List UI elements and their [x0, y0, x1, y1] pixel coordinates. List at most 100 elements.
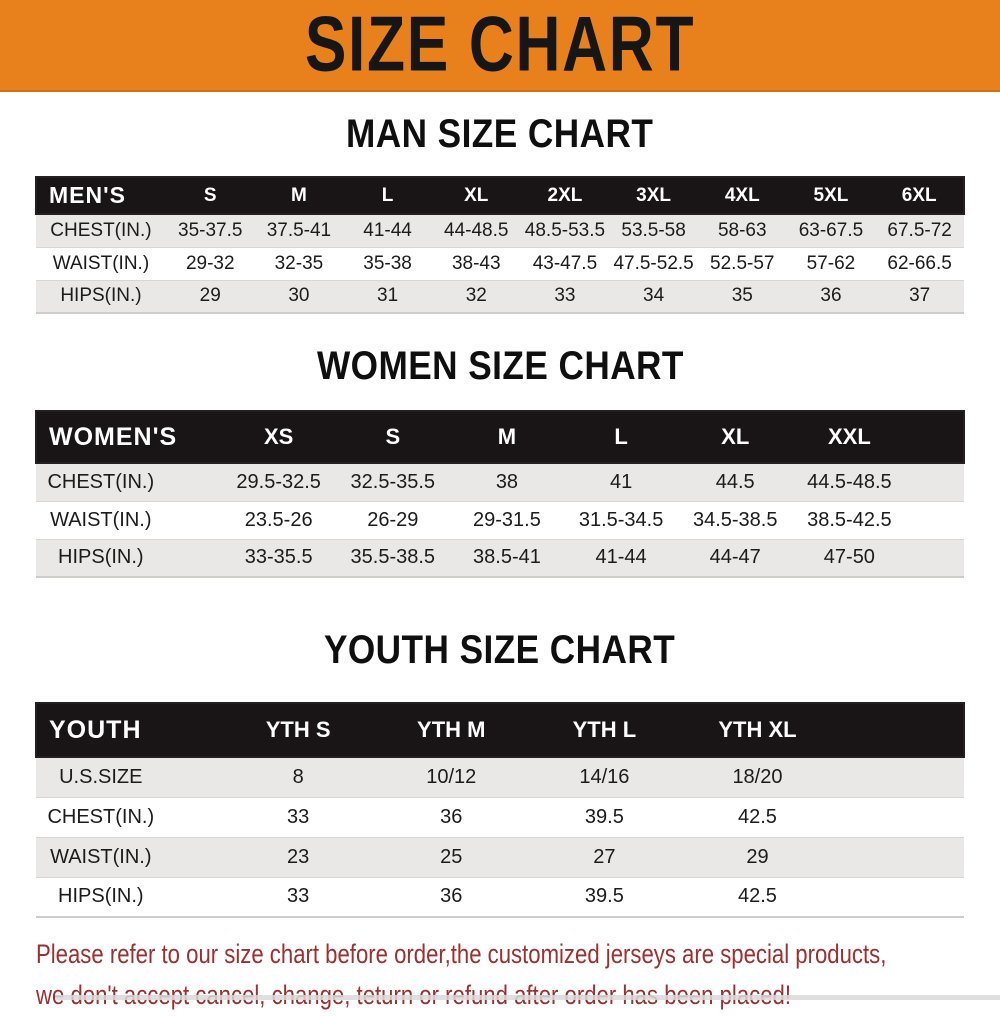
youth-section-title: YOUTH SIZE CHART [0, 628, 1000, 678]
size-column-header: 5XL [813, 184, 849, 206]
table-header-label: MEN'S [49, 182, 126, 208]
measurement-value: 36 [820, 285, 842, 307]
youth-size-chart-section: YOUTH SIZE CHART YOUTH YTH S YTH M YTH L YTH… [0, 628, 1000, 918]
measurement-row: CHEST(IN.) 29.5-32.5 32.5-35.5 38 41 44.5 44.5… [36, 463, 964, 501]
header-spacer-cell [906, 411, 964, 463]
banner-title: SIZE CHART [304, 1, 696, 88]
table-header-row: MEN'S S M L XL 2XL 3XL 4XL 5XL 6XL [36, 177, 964, 214]
size-column-header: XL [464, 184, 489, 206]
measurement-value: 48.5-53.5 [524, 219, 606, 241]
measurement-value: 44-47 [709, 546, 761, 569]
size-column-header: 3XL [636, 184, 672, 206]
measurement-value: 41-44 [595, 546, 647, 569]
women-section-title: WOMEN SIZE CHART [0, 344, 1000, 394]
order-notice: Please refer to our size chart before or… [36, 934, 1000, 1016]
women-size-table: WOMEN'S XS S M L XL XXL CHEST(IN.) 29.5-32.5 32.5… [35, 410, 965, 578]
measurement-value: 37.5-41 [266, 219, 332, 241]
size-column-header: M [497, 424, 517, 449]
measurement-value: 41 [609, 470, 633, 493]
measurement-value: 38-43 [451, 252, 501, 274]
measurement-row: WAIST(IN.) 23 25 27 29 [36, 837, 964, 877]
measurement-row: HIPS(IN.) 29 30 31 32 33 34 35 36 37 [36, 280, 964, 313]
table-header-row: YOUTH YTH S YTH M YTH L YTH XL [36, 703, 964, 757]
measurement-value: 27 [593, 845, 616, 868]
row-spacer-cell [834, 797, 964, 837]
measurement-value: 29 [746, 845, 769, 868]
banner: SIZE CHART [0, 0, 1000, 92]
table-header-label: YOUTH [49, 715, 142, 744]
measurement-value: 53.5-58 [621, 219, 686, 241]
measurement-value: 37 [909, 285, 931, 307]
measurement-value: 35-38 [363, 252, 412, 274]
row-spacer-cell [906, 463, 964, 501]
size-column-header: XXL [827, 424, 871, 449]
table-header-row: WOMEN'S XS S M L XL XXL [36, 411, 964, 463]
measurement-row: HIPS(IN.) 33-35.5 35.5-38.5 38.5-41 41-44 44-… [36, 539, 964, 577]
youth-section-title-text: YOUTH SIZE CHART [324, 628, 676, 672]
measurement-value: 33-35.5 [244, 546, 313, 569]
measurement-value: 36 [440, 805, 463, 828]
size-column-header: 4XL [724, 184, 760, 206]
size-column-header: M [291, 184, 307, 206]
measurement-value: 31 [377, 285, 399, 307]
measurement-value: 29-31.5 [473, 508, 541, 531]
measurement-value: 29 [199, 285, 221, 307]
women-section-title-text: WOMEN SIZE CHART [316, 344, 684, 388]
youth-size-table: YOUTH YTH S YTH M YTH L YTH XL U.S.SIZE 8 10/12… [35, 702, 965, 918]
row-label: HIPS(IN.) [60, 285, 142, 307]
row-spacer-cell [906, 539, 964, 577]
measurement-value: 35-37.5 [178, 219, 243, 241]
size-column-header: YTH M [417, 717, 486, 742]
measurement-row: HIPS(IN.) 33 36 39.5 42.5 [36, 877, 964, 917]
men-section-title-text: MAN SIZE CHART [346, 112, 654, 156]
measurement-value: 31.5-34.5 [578, 508, 664, 531]
measurement-value: 30 [288, 285, 310, 307]
measurement-value: 36 [440, 885, 463, 908]
table-header-label: WOMEN'S [49, 422, 178, 451]
measurement-value: 58-63 [717, 219, 767, 241]
measurement-value: 38 [495, 470, 519, 493]
measurement-value: 39.5 [584, 805, 624, 828]
women-size-chart-section: WOMEN SIZE CHART WOMEN'S XS S M L XL XXL CHEST(… [0, 344, 1000, 578]
row-label: U.S.SIZE [59, 765, 143, 788]
bottom-watermark-strip [55, 995, 1000, 1000]
measurement-value: 44-48.5 [444, 219, 509, 241]
measurement-value: 35 [731, 285, 753, 307]
measurement-value: 38.5-41 [473, 546, 541, 569]
measurement-value: 67.5-72 [887, 219, 952, 241]
measurement-value: 29-32 [185, 252, 235, 274]
men-section-title: MAN SIZE CHART [0, 112, 1000, 162]
row-label: CHEST(IN.) [47, 470, 155, 493]
row-spacer-cell [834, 757, 964, 797]
measurement-value: 52.5-57 [710, 252, 775, 274]
men-size-chart-section: MAN SIZE CHART MEN'S S M L XL 2XL 3XL 4XL 5XL 6XL… [0, 112, 1000, 314]
row-label: WAIST(IN.) [50, 845, 152, 868]
measurement-row: WAIST(IN.) 29-32 32-35 35-38 38-43 43-47.5 47.… [36, 247, 964, 280]
size-column-header: S [385, 424, 401, 449]
measurement-value: 57-62 [806, 252, 856, 274]
measurement-row: CHEST(IN.) 33 36 39.5 42.5 [36, 797, 964, 837]
size-column-header: YTH XL [718, 717, 797, 742]
measurement-value: 29.5-32.5 [236, 470, 321, 493]
size-column-header: L [614, 424, 628, 449]
row-label: HIPS(IN.) [58, 885, 144, 908]
size-column-header: S [203, 184, 217, 206]
measurement-value: 34 [643, 285, 665, 307]
header-spacer-cell [834, 703, 964, 757]
measurement-value: 10/12 [426, 765, 477, 788]
measurement-value: 23.5-26 [244, 508, 313, 531]
measurement-value: 26-29 [367, 508, 419, 531]
measurement-value: 63-67.5 [798, 219, 864, 241]
measurement-value: 34.5-38.5 [692, 508, 778, 531]
row-label: CHEST(IN.) [50, 219, 152, 241]
measurement-value: 43-47.5 [532, 252, 598, 274]
measurement-value: 14/16 [579, 765, 630, 788]
measurement-value: 42.5 [738, 885, 777, 908]
size-column-header: 2XL [547, 184, 583, 206]
measurement-value: 44.5-48.5 [807, 470, 892, 493]
notice-line-1: Please refer to our size chart before or… [36, 939, 887, 969]
measurement-value: 32.5-35.5 [350, 470, 436, 493]
row-spacer-cell [906, 501, 964, 539]
row-label: CHEST(IN.) [47, 805, 155, 828]
